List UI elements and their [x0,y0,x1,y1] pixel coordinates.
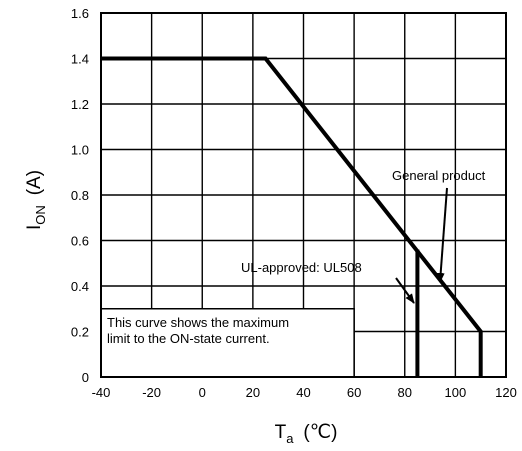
x-tick-label: 80 [398,385,412,400]
x-tick-label: 120 [495,385,517,400]
y-tick-label: 1.4 [71,52,89,67]
note-line: This curve shows the maximum [107,315,289,330]
y-tick-label: 1.6 [71,6,89,21]
y-axis-title: ION(A) [24,170,48,230]
y-tick-label: 0.8 [71,188,89,203]
note-line: limit to the ON-state current. [107,331,270,346]
x-tick-label: -40 [92,385,111,400]
tick-labels: -40 -20 0 20 40 60 80 100 120 0 0.2 0.4 0.6 0.8 1.0 1.2… [71,6,517,400]
x-tick-label: -20 [142,385,161,400]
y-tick-label: 0 [82,370,89,385]
x-tick-label: 60 [347,385,361,400]
plot-frame [100,12,507,378]
arrow-ul-approved [395,277,415,304]
arrow-general-product [436,187,448,283]
x-tick-label: 20 [246,385,260,400]
annotation-ul-approved: UL-approved: UL508 [241,260,362,275]
annotation-layer: General product UL-approved: UL508 [241,168,486,304]
x-tick-label: 40 [296,385,310,400]
y-tick-label: 1.0 [71,143,89,158]
x-tick-label: 0 [199,385,206,400]
annotation-general-product: General product [392,168,486,183]
y-tick-label: 0.2 [71,325,89,340]
series-line-1 [101,56,483,377]
y-tick-label: 0.4 [71,279,89,294]
x-tick-label: 100 [445,385,467,400]
series-layer [101,56,483,377]
y-tick-label: 0.6 [71,234,89,249]
x-axis-title: Ta (℃) [275,422,338,446]
y-tick-label: 1.2 [71,97,89,112]
